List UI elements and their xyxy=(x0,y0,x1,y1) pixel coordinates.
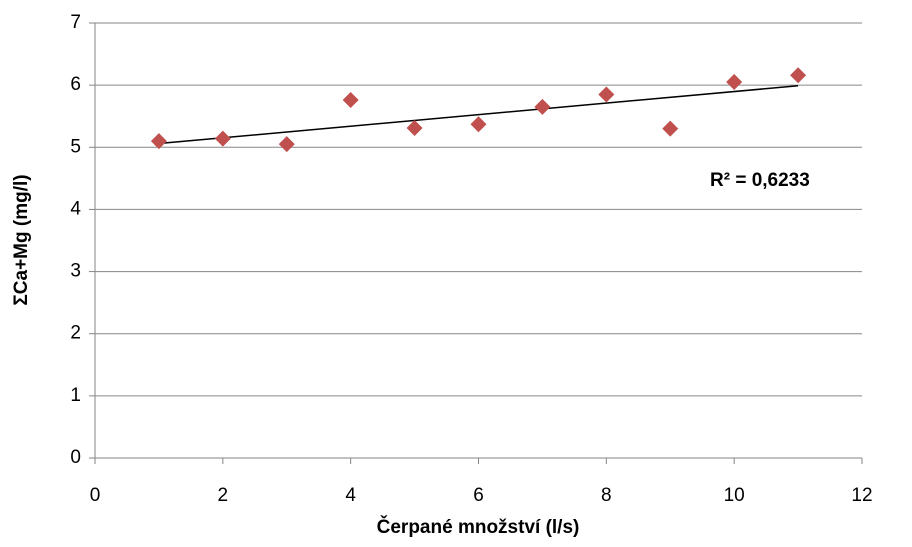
y-tick-label: 1 xyxy=(70,385,81,406)
x-tick-label: 10 xyxy=(724,485,745,506)
data-point xyxy=(790,67,807,84)
y-tick-label: 7 xyxy=(70,12,81,33)
y-tick-label: 5 xyxy=(70,136,81,157)
y-tick-label: 6 xyxy=(70,74,81,95)
x-tick-label: 4 xyxy=(345,485,356,506)
x-tick-label: 8 xyxy=(601,485,612,506)
trendline xyxy=(158,85,799,145)
y-tick-label: 3 xyxy=(70,261,81,282)
y-tick-label: 0 xyxy=(70,447,81,468)
y-tick-label: 4 xyxy=(70,198,81,219)
data-point xyxy=(598,86,615,103)
data-point xyxy=(534,98,551,115)
data-point xyxy=(726,74,743,91)
x-tick-label: 12 xyxy=(851,485,872,506)
data-point xyxy=(150,133,167,150)
x-tick-label: 2 xyxy=(218,485,229,506)
y-tick-label: 2 xyxy=(70,323,81,344)
data-point xyxy=(470,116,487,133)
data-point xyxy=(662,120,679,137)
x-tick-label: 6 xyxy=(473,485,484,506)
data-point xyxy=(214,130,231,147)
x-tick-label: 0 xyxy=(90,485,101,506)
y-axis-label: ΣCa+Mg (mg/l) xyxy=(11,174,32,305)
data-point xyxy=(342,92,359,109)
r-squared-annotation: R² = 0,6233 xyxy=(710,170,810,191)
data-point xyxy=(278,136,295,153)
data-point xyxy=(406,120,423,137)
x-axis-label: Čerpané množství (l/s) xyxy=(377,516,580,538)
